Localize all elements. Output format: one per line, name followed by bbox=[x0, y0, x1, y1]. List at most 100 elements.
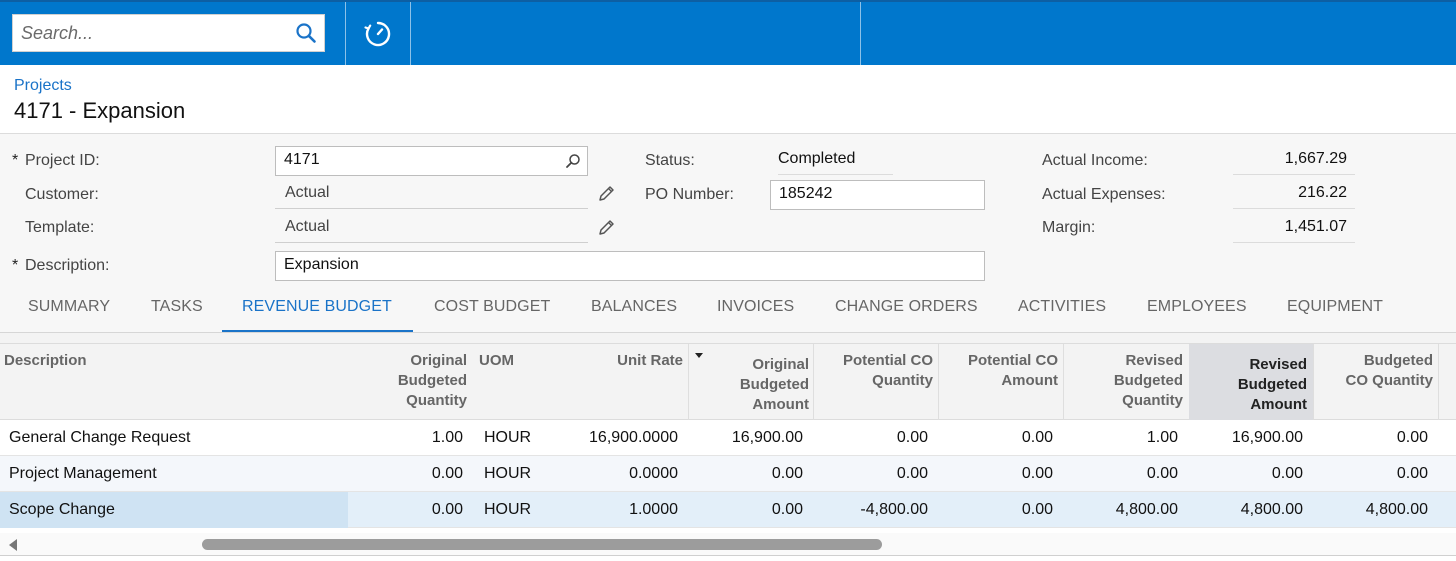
cell-original-budgeted-amount[interactable]: 0.00 bbox=[771, 465, 803, 482]
cell-revised-budgeted-quantity[interactable]: 4,800.00 bbox=[1115, 501, 1178, 518]
cell-revised-budgeted-quantity[interactable]: 1.00 bbox=[1146, 429, 1178, 446]
header-label: Budgeted bbox=[1363, 352, 1433, 369]
project-id-value: 4171 bbox=[284, 151, 320, 168]
cell-budgeted-co-quantity[interactable]: 0.00 bbox=[1396, 465, 1428, 482]
cell-unit-rate[interactable]: 16,900.0000 bbox=[589, 429, 678, 446]
header-label: Amount bbox=[752, 396, 809, 413]
tab-activities[interactable]: ACTIVITIES bbox=[1018, 298, 1107, 315]
template-label: Template: bbox=[25, 219, 95, 236]
column-header-uom[interactable]: UOM bbox=[479, 344, 539, 420]
topbar-divider bbox=[345, 2, 346, 65]
description-field[interactable]: Expansion bbox=[275, 251, 985, 281]
tab-summary[interactable]: SUMMARY bbox=[28, 298, 111, 315]
scrollbar-thumb[interactable] bbox=[202, 539, 882, 550]
cell-unit-rate[interactable]: 1.0000 bbox=[629, 501, 678, 518]
cell-uom[interactable]: HOUR bbox=[484, 429, 532, 446]
cell-budgeted-co-quantity[interactable]: 0.00 bbox=[1396, 429, 1428, 446]
edit-pencil-icon[interactable] bbox=[597, 219, 615, 237]
cell-description[interactable]: Project Management bbox=[9, 465, 157, 482]
actual-expenses-label: Actual Expenses: bbox=[1042, 186, 1166, 203]
cell-budgeted-co-quantity[interactable]: 4,800.00 bbox=[1365, 501, 1428, 518]
header-label: Description bbox=[4, 352, 87, 369]
header-label: Budgeted bbox=[1237, 376, 1307, 393]
table-row[interactable]: Project Management 0.00 HOUR 0.0000 0.00… bbox=[0, 456, 1456, 492]
edit-pencil-icon[interactable] bbox=[597, 185, 615, 203]
horizontal-scrollbar[interactable] bbox=[0, 533, 1456, 555]
active-tab-indicator bbox=[222, 330, 413, 333]
cell-revised-budgeted-quantity[interactable]: 0.00 bbox=[1146, 465, 1178, 482]
header-label: CO Quantity bbox=[1345, 372, 1433, 389]
margin-value: 1,451.07 bbox=[1233, 215, 1355, 243]
cell-revised-budgeted-amount[interactable]: 0.00 bbox=[1271, 465, 1303, 482]
cell-uom[interactable]: HOUR bbox=[484, 465, 532, 482]
cell-potential-co-amount[interactable]: 0.00 bbox=[1021, 501, 1053, 518]
breadcrumb-projects[interactable]: Projects bbox=[14, 77, 72, 94]
column-header-unit-rate[interactable]: Unit Rate bbox=[560, 344, 683, 420]
header-label: Budgeted bbox=[739, 376, 809, 393]
search-icon[interactable] bbox=[295, 22, 317, 44]
status-label: Status: bbox=[645, 152, 695, 169]
cell-uom[interactable]: HOUR bbox=[484, 501, 532, 518]
tab-employees[interactable]: EMPLOYEES bbox=[1147, 298, 1247, 315]
grid-header: Description Original Budgeted Quantity U… bbox=[0, 344, 1456, 420]
tab-tasks[interactable]: TASKS bbox=[151, 298, 203, 315]
tab-change-orders[interactable]: CHANGE ORDERS bbox=[835, 298, 978, 315]
column-header-revised-budgeted-quantity[interactable]: Revised Budgeted Quantity bbox=[1070, 344, 1183, 420]
cell-potential-co-quantity[interactable]: 0.00 bbox=[896, 429, 928, 446]
project-id-label: Project ID: bbox=[25, 152, 100, 169]
table-row[interactable]: General Change Request 1.00 HOUR 16,900.… bbox=[0, 420, 1456, 456]
cell-original-budgeted-quantity[interactable]: 0.00 bbox=[431, 501, 463, 518]
customer-label: Customer: bbox=[25, 186, 99, 203]
customer-field[interactable]: Actual bbox=[275, 181, 588, 209]
project-id-field[interactable]: 4171 bbox=[275, 146, 588, 176]
column-header-revised-budgeted-amount[interactable]: Revised Budgeted Amount bbox=[1189, 344, 1313, 420]
cell-original-budgeted-amount[interactable]: 0.00 bbox=[771, 501, 803, 518]
column-header-potential-co-quantity[interactable]: Potential CO Quantity bbox=[820, 344, 933, 420]
column-divider bbox=[1313, 344, 1314, 420]
cell-potential-co-amount[interactable]: 0.00 bbox=[1021, 429, 1053, 446]
cell-description[interactable]: Scope Change bbox=[9, 501, 115, 518]
header-divider bbox=[0, 133, 1456, 134]
search-input[interactable] bbox=[13, 15, 283, 51]
cell-description[interactable]: General Change Request bbox=[9, 429, 191, 446]
tab-invoices[interactable]: INVOICES bbox=[717, 298, 795, 315]
search-box[interactable] bbox=[12, 14, 325, 52]
column-header-description[interactable]: Description bbox=[4, 344, 304, 420]
cell-potential-co-quantity[interactable]: -4,800.00 bbox=[860, 501, 928, 518]
tab-equipment[interactable]: EQUIPMENT bbox=[1287, 298, 1384, 315]
cell-original-budgeted-amount[interactable]: 16,900.00 bbox=[731, 429, 803, 446]
tab-revenue-budget[interactable]: REVENUE BUDGET bbox=[242, 298, 392, 315]
cell-potential-co-amount[interactable]: 0.00 bbox=[1021, 465, 1053, 482]
header-label: Amount bbox=[1001, 372, 1058, 389]
cell-revised-budgeted-amount[interactable]: 4,800.00 bbox=[1240, 501, 1303, 518]
template-field[interactable]: Actual bbox=[275, 215, 588, 243]
tab-balances[interactable]: BALANCES bbox=[591, 298, 678, 315]
cell-original-budgeted-quantity[interactable]: 1.00 bbox=[431, 429, 463, 446]
tab-cost-budget[interactable]: COST BUDGET bbox=[434, 298, 551, 315]
column-header-original-budgeted-amount[interactable]: Original Budgeted Amount bbox=[700, 344, 809, 420]
required-mark: * bbox=[12, 152, 19, 169]
column-header-potential-co-amount[interactable]: Potential CO Amount bbox=[945, 344, 1058, 420]
header-label: Quantity bbox=[1122, 392, 1183, 409]
header-label: Quantity bbox=[872, 372, 933, 389]
cell-original-budgeted-quantity[interactable]: 0.00 bbox=[431, 465, 463, 482]
po-number-field[interactable]: 185242 bbox=[770, 180, 985, 210]
grid-bottom-divider bbox=[0, 555, 1456, 556]
cell-unit-rate[interactable]: 0.0000 bbox=[629, 465, 678, 482]
search-icon[interactable] bbox=[565, 153, 581, 169]
margin-label: Margin: bbox=[1042, 219, 1096, 236]
column-divider bbox=[938, 344, 939, 420]
column-header-original-budgeted-quantity[interactable]: Original Budgeted Quantity bbox=[370, 344, 467, 420]
timer-button[interactable] bbox=[346, 2, 410, 65]
topbar-divider bbox=[410, 2, 411, 65]
header-label: Unit Rate bbox=[617, 352, 683, 369]
table-row-selected[interactable]: Scope Change 0.00 HOUR 1.0000 0.00 -4,80… bbox=[0, 492, 1456, 528]
actual-income-label: Actual Income: bbox=[1042, 152, 1148, 169]
cell-revised-budgeted-amount[interactable]: 16,900.00 bbox=[1231, 429, 1303, 446]
scroll-left-arrow-icon[interactable] bbox=[9, 539, 17, 551]
column-header-budgeted-co-quantity[interactable]: Budgeted CO Quantity bbox=[1320, 344, 1433, 420]
header-label: Budgeted bbox=[397, 372, 467, 389]
header-label: Revised bbox=[1125, 352, 1183, 369]
header-label: Revised bbox=[1249, 356, 1307, 373]
cell-potential-co-quantity[interactable]: 0.00 bbox=[896, 465, 928, 482]
